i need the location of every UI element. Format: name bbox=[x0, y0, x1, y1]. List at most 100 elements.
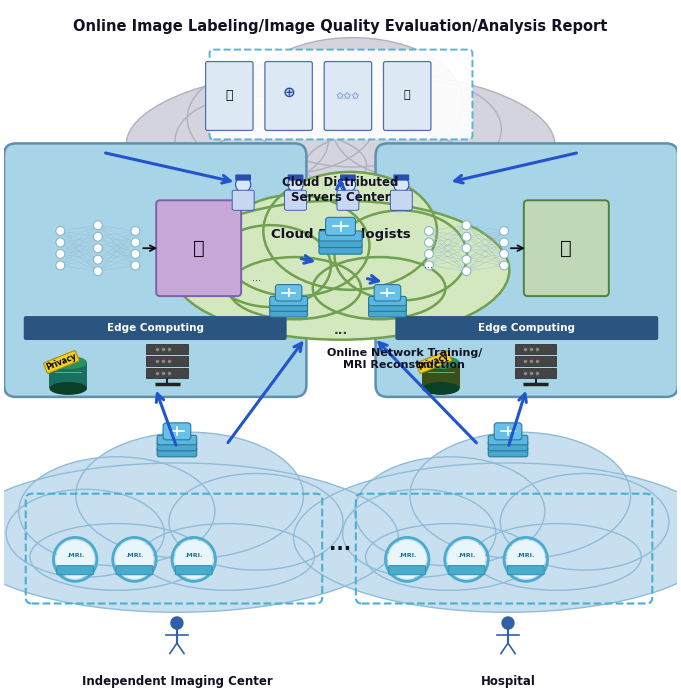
Circle shape bbox=[500, 238, 509, 247]
Circle shape bbox=[500, 261, 509, 270]
Bar bbox=[146, 368, 188, 378]
Ellipse shape bbox=[343, 489, 496, 577]
Text: Privacy: Privacy bbox=[45, 352, 78, 372]
FancyBboxPatch shape bbox=[157, 435, 197, 444]
Ellipse shape bbox=[228, 257, 361, 319]
Circle shape bbox=[56, 540, 94, 579]
FancyBboxPatch shape bbox=[488, 447, 528, 457]
FancyBboxPatch shape bbox=[488, 441, 528, 451]
Circle shape bbox=[131, 249, 140, 258]
FancyBboxPatch shape bbox=[285, 190, 306, 210]
Circle shape bbox=[424, 261, 433, 270]
Ellipse shape bbox=[264, 172, 437, 290]
Ellipse shape bbox=[422, 356, 460, 369]
Circle shape bbox=[424, 227, 433, 235]
Bar bbox=[515, 344, 556, 354]
Circle shape bbox=[131, 261, 140, 270]
FancyBboxPatch shape bbox=[337, 190, 359, 210]
FancyBboxPatch shape bbox=[319, 237, 362, 248]
Circle shape bbox=[93, 220, 102, 230]
Text: Online Image Labeling/Image Quality Evaluation/Analysis Report: Online Image Labeling/Image Quality Eval… bbox=[74, 19, 607, 34]
Circle shape bbox=[93, 267, 102, 276]
Circle shape bbox=[288, 177, 303, 192]
FancyBboxPatch shape bbox=[383, 62, 431, 130]
Ellipse shape bbox=[140, 524, 315, 590]
FancyBboxPatch shape bbox=[287, 174, 304, 181]
Circle shape bbox=[340, 177, 355, 192]
Ellipse shape bbox=[0, 463, 398, 612]
Circle shape bbox=[56, 249, 65, 258]
FancyBboxPatch shape bbox=[270, 308, 308, 317]
FancyBboxPatch shape bbox=[206, 62, 253, 130]
FancyBboxPatch shape bbox=[176, 566, 212, 575]
Ellipse shape bbox=[410, 432, 631, 559]
Ellipse shape bbox=[473, 524, 642, 590]
Ellipse shape bbox=[187, 63, 377, 174]
Circle shape bbox=[93, 256, 102, 264]
FancyBboxPatch shape bbox=[163, 423, 191, 440]
Bar bbox=[146, 356, 188, 366]
Circle shape bbox=[170, 616, 184, 630]
Circle shape bbox=[462, 244, 471, 253]
Ellipse shape bbox=[210, 225, 331, 307]
Text: Cloud Distributed
Servers Center: Cloud Distributed Servers Center bbox=[283, 176, 398, 204]
Circle shape bbox=[394, 177, 409, 192]
Circle shape bbox=[115, 540, 154, 579]
FancyBboxPatch shape bbox=[376, 144, 678, 397]
Circle shape bbox=[93, 232, 102, 241]
FancyBboxPatch shape bbox=[324, 62, 372, 130]
Circle shape bbox=[447, 540, 486, 579]
Ellipse shape bbox=[242, 38, 463, 167]
Text: Edge Computing: Edge Computing bbox=[478, 323, 575, 333]
Ellipse shape bbox=[175, 96, 328, 186]
Ellipse shape bbox=[294, 463, 681, 612]
FancyBboxPatch shape bbox=[394, 174, 409, 181]
Text: .MRI.: .MRI. bbox=[398, 553, 416, 558]
Ellipse shape bbox=[501, 473, 669, 570]
FancyBboxPatch shape bbox=[326, 218, 355, 235]
FancyBboxPatch shape bbox=[507, 566, 544, 575]
Text: Privacy: Privacy bbox=[417, 352, 450, 372]
Ellipse shape bbox=[305, 131, 474, 200]
Text: ...: ... bbox=[251, 273, 261, 283]
Text: ✩✩✩: ✩✩✩ bbox=[336, 90, 360, 101]
FancyBboxPatch shape bbox=[494, 423, 522, 440]
Text: .MRI.: .MRI. bbox=[185, 553, 203, 558]
Circle shape bbox=[500, 249, 509, 258]
FancyBboxPatch shape bbox=[157, 441, 197, 451]
Circle shape bbox=[501, 616, 515, 630]
Ellipse shape bbox=[422, 382, 460, 395]
Circle shape bbox=[462, 256, 471, 264]
FancyBboxPatch shape bbox=[4, 144, 306, 397]
Text: 🧠: 🧠 bbox=[560, 239, 572, 258]
FancyBboxPatch shape bbox=[389, 566, 426, 575]
Text: Cloud Radiologists: Cloud Radiologists bbox=[270, 228, 411, 242]
FancyBboxPatch shape bbox=[524, 200, 609, 296]
Ellipse shape bbox=[50, 382, 87, 395]
FancyBboxPatch shape bbox=[265, 62, 313, 130]
FancyBboxPatch shape bbox=[488, 435, 528, 444]
Circle shape bbox=[131, 238, 140, 247]
Text: Online Network Training/
MRI Reconstruction: Online Network Training/ MRI Reconstruct… bbox=[327, 348, 482, 370]
Ellipse shape bbox=[76, 432, 304, 559]
FancyBboxPatch shape bbox=[448, 566, 485, 575]
Circle shape bbox=[93, 244, 102, 253]
Ellipse shape bbox=[366, 524, 534, 590]
Circle shape bbox=[424, 238, 433, 247]
Bar bbox=[515, 368, 556, 378]
FancyBboxPatch shape bbox=[368, 296, 407, 306]
Circle shape bbox=[462, 220, 471, 230]
FancyBboxPatch shape bbox=[210, 50, 473, 139]
Ellipse shape bbox=[334, 211, 467, 300]
Bar bbox=[146, 344, 188, 354]
Text: Hospital: Hospital bbox=[481, 675, 535, 688]
Ellipse shape bbox=[169, 473, 343, 570]
Ellipse shape bbox=[198, 131, 366, 200]
Text: Edge Computing: Edge Computing bbox=[107, 323, 204, 333]
Ellipse shape bbox=[313, 257, 445, 319]
FancyBboxPatch shape bbox=[235, 174, 251, 181]
Ellipse shape bbox=[126, 69, 555, 222]
FancyBboxPatch shape bbox=[340, 174, 355, 181]
Text: 🧠: 🧠 bbox=[225, 89, 233, 102]
FancyBboxPatch shape bbox=[270, 302, 308, 312]
